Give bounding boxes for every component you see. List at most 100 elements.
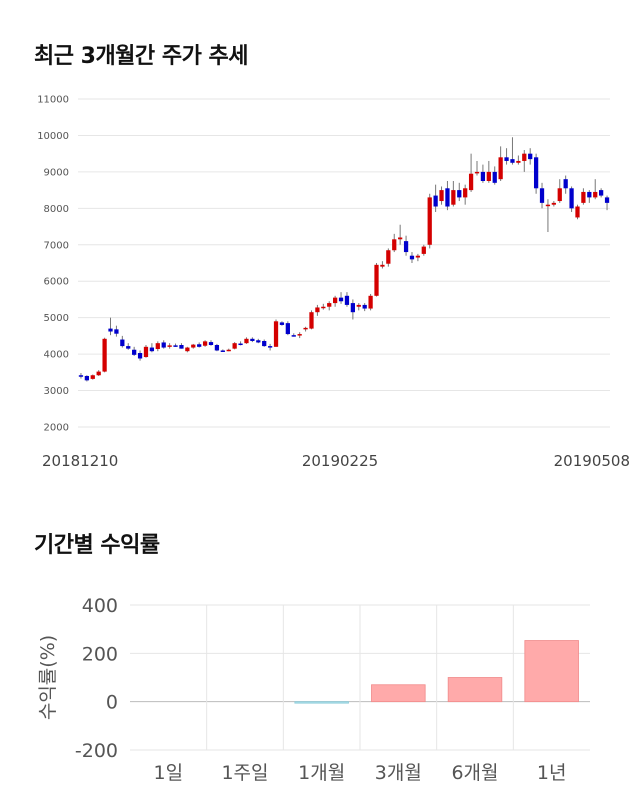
candle-up xyxy=(315,307,320,313)
candle-up xyxy=(155,343,160,350)
y-tick-label: 8000 xyxy=(44,204,69,215)
candle-down xyxy=(132,349,137,355)
candle-up xyxy=(557,188,562,202)
candle-up xyxy=(380,264,385,267)
candle-down xyxy=(197,344,202,347)
candle-up xyxy=(202,341,208,346)
x-tick-label: 6개월 xyxy=(451,762,498,784)
candle-up xyxy=(386,250,391,264)
price-chart: 2000 3000 4000 5000 6000 7000 8000 9000 10000 110… xyxy=(37,95,630,471)
candle-down xyxy=(84,375,89,381)
candle-down xyxy=(250,338,255,341)
candle-down xyxy=(179,345,184,349)
candle-up xyxy=(575,206,580,218)
candle-down xyxy=(569,188,574,209)
candle-up xyxy=(333,297,338,304)
y-tick-label: 200 xyxy=(82,643,118,665)
candle-up xyxy=(273,321,279,347)
candle-down xyxy=(262,340,267,347)
candle-down xyxy=(504,157,509,161)
candle-down xyxy=(350,303,355,313)
candle-up xyxy=(102,338,107,372)
y-tick-label: 400 xyxy=(82,595,118,617)
return-bar xyxy=(371,684,426,703)
x-tick-label: 20190225 xyxy=(302,452,378,470)
candle-up xyxy=(474,171,480,174)
candle-up xyxy=(581,191,586,203)
candle-up xyxy=(303,327,308,330)
y-tick-label: 7000 xyxy=(44,240,69,251)
x-tick-label: 1일 xyxy=(154,762,184,784)
y-tick-label: 2000 xyxy=(44,423,69,434)
candle-down xyxy=(256,340,261,343)
candle-up xyxy=(439,190,444,202)
candle-down xyxy=(409,255,415,260)
y-tick-label: 0 xyxy=(106,692,118,714)
y-tick-label: 4000 xyxy=(44,350,69,361)
candle-up xyxy=(356,304,361,307)
candle-down xyxy=(604,197,610,203)
candle-up xyxy=(374,264,379,296)
candle-down xyxy=(445,188,450,207)
candle-up xyxy=(463,188,468,198)
y-tick-label: 10000 xyxy=(37,131,69,142)
candle-down xyxy=(220,350,225,352)
candle-up xyxy=(427,197,432,245)
candle-down xyxy=(238,343,243,346)
x-tick-label: 20190508 xyxy=(554,452,630,470)
returns-chart: 400 200 0 -200 1일 1주일 1개월 3개월 6개월 1년 수익률(%) xyxy=(37,595,590,784)
candle-up xyxy=(244,338,249,344)
candle-up xyxy=(516,160,521,163)
returns-chart-title: 기간별 수익률 xyxy=(34,533,160,558)
price-chart-title: 최근 3개월간 주가 추세 xyxy=(34,44,248,69)
candle-up xyxy=(321,306,326,309)
x-tick-label: 1주일 xyxy=(221,762,268,784)
candle-down xyxy=(433,195,438,207)
candle-up xyxy=(185,347,190,352)
y-tick-label: 11000 xyxy=(37,95,69,106)
x-tick-label: 3개월 xyxy=(375,762,422,784)
candle-down xyxy=(120,339,125,347)
x-tick-label: 20181210 xyxy=(42,452,118,470)
candle-up xyxy=(167,345,172,347)
candle-down xyxy=(126,346,131,349)
candle-up xyxy=(551,202,556,205)
candle-down xyxy=(173,345,178,347)
candle-up xyxy=(297,334,302,336)
candle-down xyxy=(403,241,409,253)
candle-up xyxy=(191,344,196,348)
candle-down xyxy=(208,342,214,345)
candle-down xyxy=(214,345,220,351)
candle-down xyxy=(362,304,367,309)
candle-down xyxy=(114,329,119,334)
candle-down xyxy=(480,171,486,181)
candle-up xyxy=(327,303,332,307)
candle-down xyxy=(528,153,533,160)
x-tick-label: 1개월 xyxy=(298,762,345,784)
candle-up xyxy=(522,153,527,161)
candle-up xyxy=(486,171,491,181)
candle-down xyxy=(161,342,166,348)
candle-down xyxy=(563,179,568,189)
candle-up xyxy=(593,191,598,198)
candle-down xyxy=(285,323,290,335)
candle-up xyxy=(96,371,101,376)
return-bar xyxy=(447,677,503,703)
candle-up xyxy=(232,343,237,349)
candle-up xyxy=(468,173,474,191)
candle-down xyxy=(267,346,273,348)
y-tick-label: 3000 xyxy=(44,386,69,397)
candle-down xyxy=(108,328,113,332)
candle-down xyxy=(279,322,285,325)
candle-up xyxy=(415,255,421,258)
candle-down xyxy=(510,159,515,163)
candle-up xyxy=(451,190,456,205)
candle-up xyxy=(392,239,397,251)
candle-down xyxy=(291,335,296,337)
candle-up xyxy=(368,295,373,309)
candle-up xyxy=(309,312,314,329)
y-axis-label: 수익률(%) xyxy=(37,635,59,720)
return-bar xyxy=(294,701,349,704)
candle-up xyxy=(90,375,95,379)
candle-down xyxy=(149,347,155,352)
